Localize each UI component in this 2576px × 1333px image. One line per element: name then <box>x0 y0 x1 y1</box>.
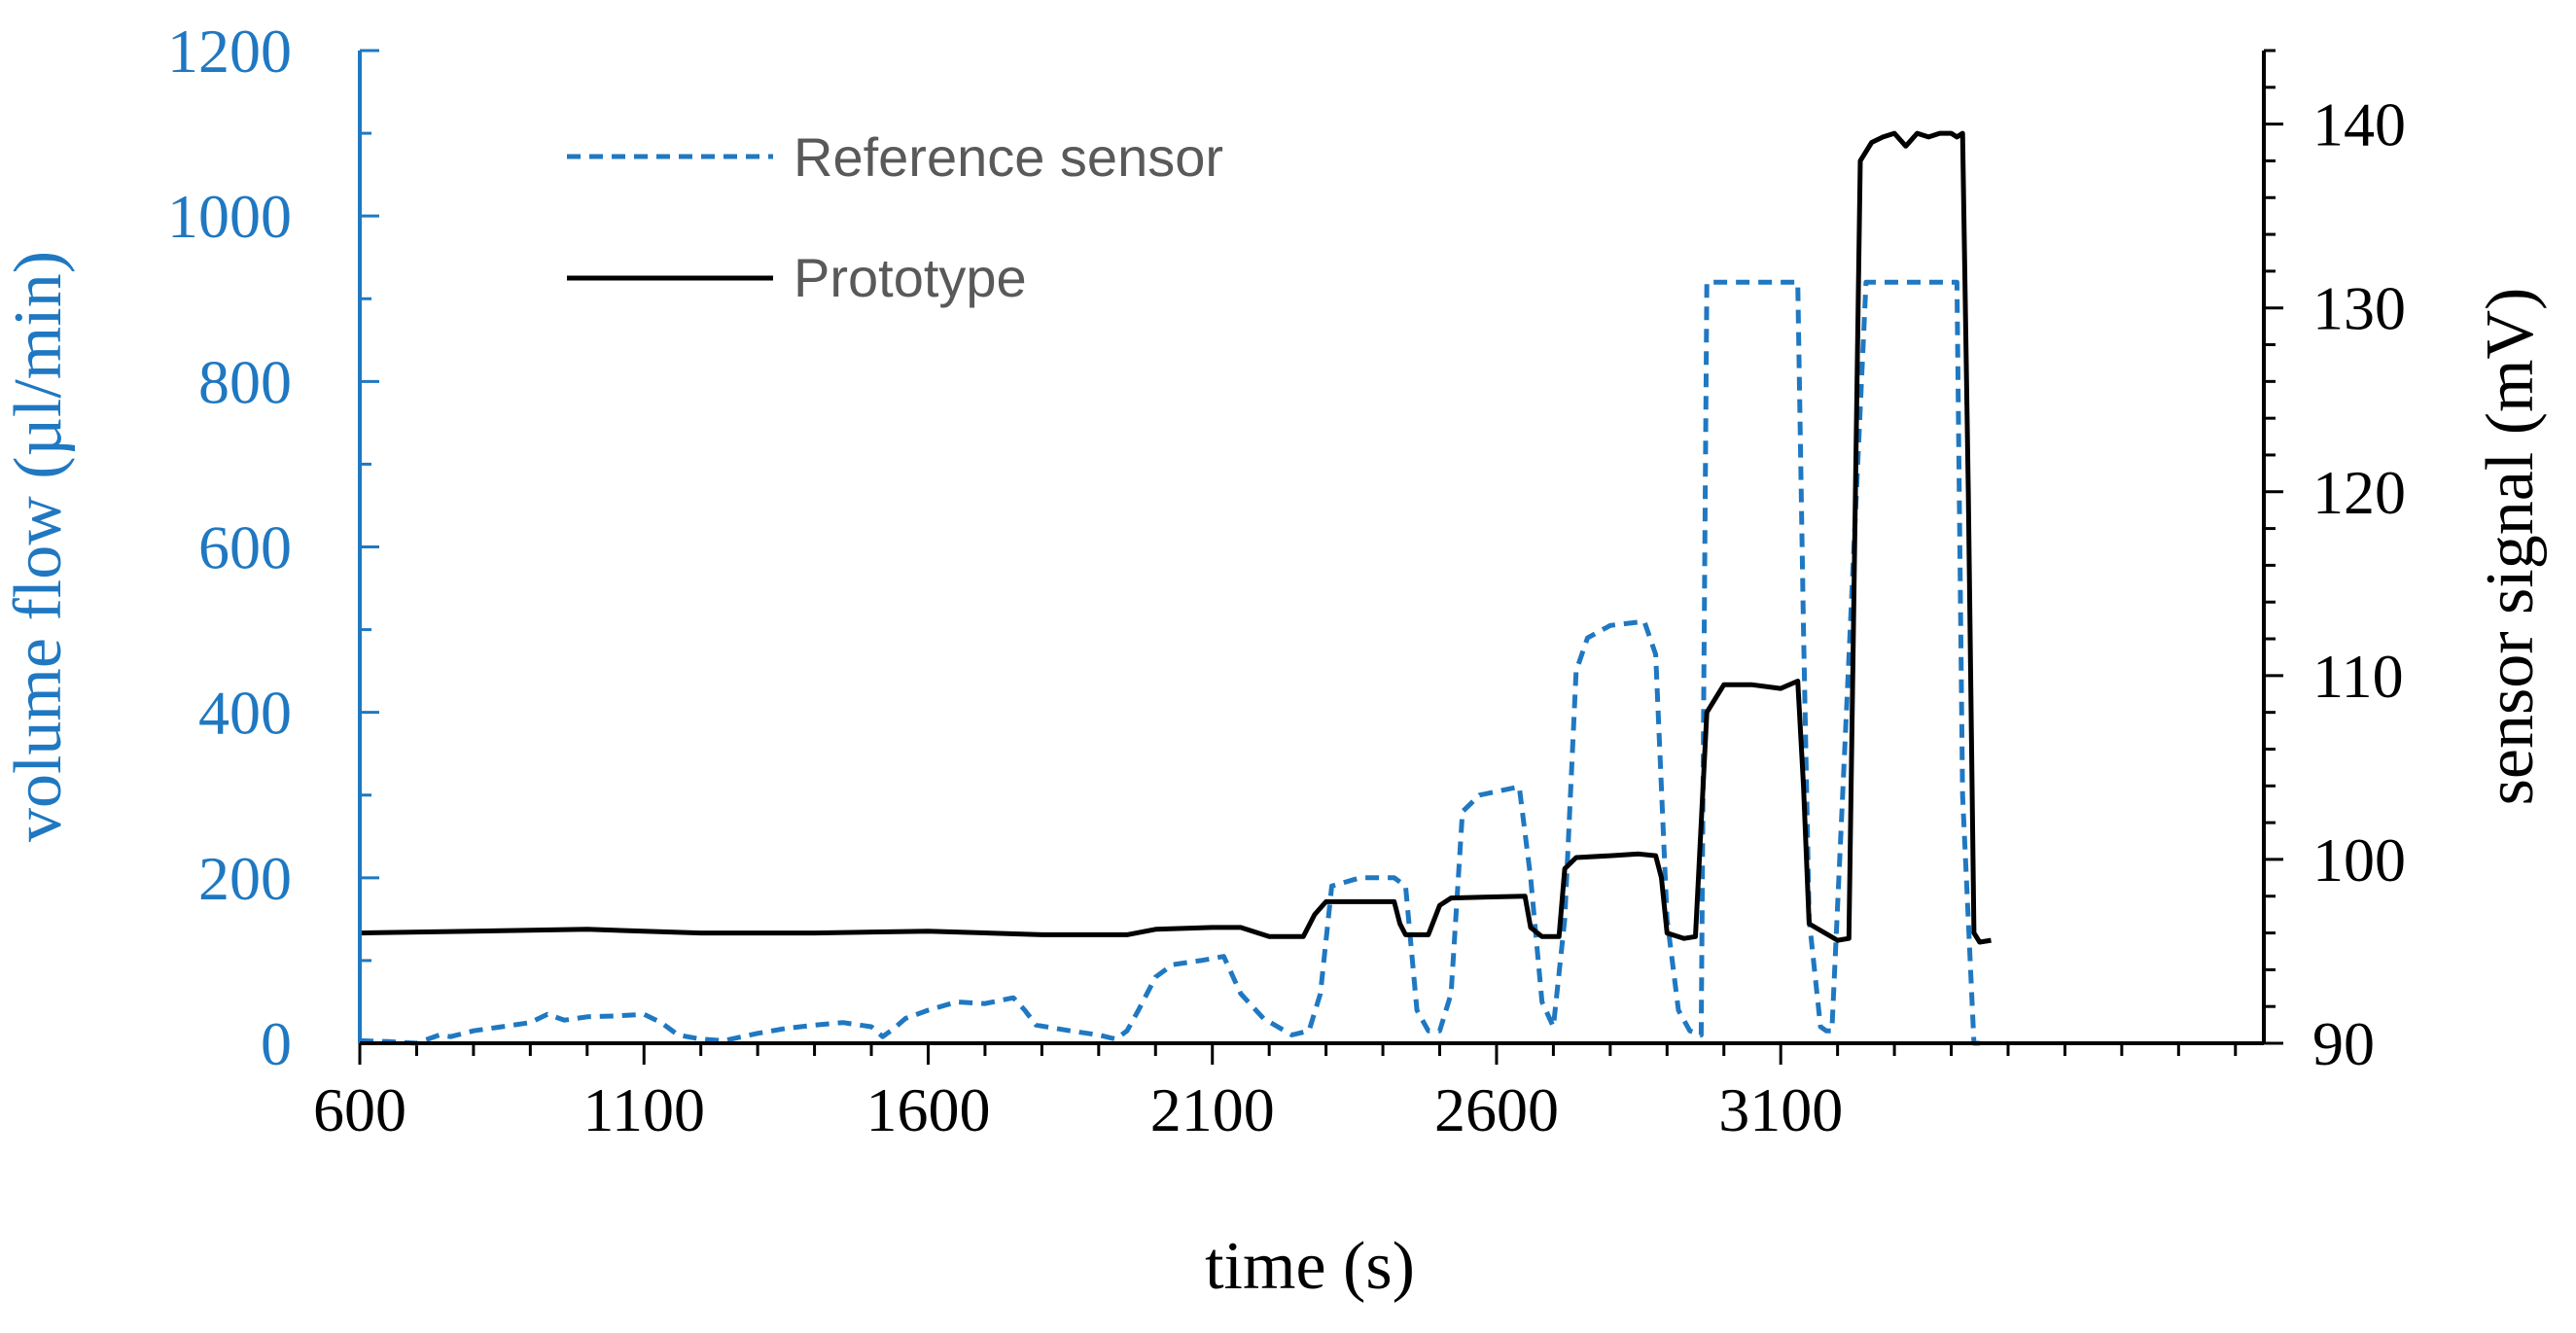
legend-label-prototype: Prototype <box>794 247 1027 308</box>
x-tick-label: 2600 <box>1434 1075 1559 1144</box>
y-left-tick-label: 800 <box>198 347 292 416</box>
y-right-axis-title: sensor signal (mV) <box>2473 288 2548 806</box>
tick-labels: 600 1100 1600 2100 2600 3100 0 200 400 600 800 1000… <box>167 17 2406 1144</box>
legend-label-reference: Reference sensor <box>794 126 1223 188</box>
y-right-tick-label: 120 <box>2312 458 2406 527</box>
y-left-tick-label: 0 <box>261 1009 292 1078</box>
x-axis-title: time (s) <box>1205 1229 1415 1304</box>
y-left-tick-label: 600 <box>198 513 292 582</box>
y-left-tick-label: 1200 <box>167 17 292 86</box>
y-left-tick-label: 1000 <box>167 182 292 251</box>
y-right-tick-label: 90 <box>2312 1009 2375 1078</box>
y-left-axis-title: volume flow (µl/min) <box>1 251 76 842</box>
series-layer <box>359 130 1992 1046</box>
x-tick-label: 2100 <box>1150 1075 1275 1144</box>
x-tick-label: 3100 <box>1718 1075 1843 1144</box>
x-tick-label: 1600 <box>865 1075 990 1144</box>
y-left-tick-label: 400 <box>198 679 292 748</box>
y-right-tick-label: 110 <box>2312 642 2404 711</box>
x-tick-label: 1100 <box>582 1075 705 1144</box>
legend: Reference sensor Prototype <box>567 126 1223 308</box>
y-right-tick-label: 100 <box>2312 825 2406 895</box>
axes <box>358 51 2266 1045</box>
y-left-tick-label: 200 <box>198 844 292 913</box>
tick-marks <box>358 49 2283 1065</box>
series-prototype <box>359 130 1992 945</box>
x-tick-label: 600 <box>313 1075 406 1144</box>
y-right-tick-label: 140 <box>2312 90 2406 159</box>
y-right-tick-label: 130 <box>2312 274 2406 343</box>
